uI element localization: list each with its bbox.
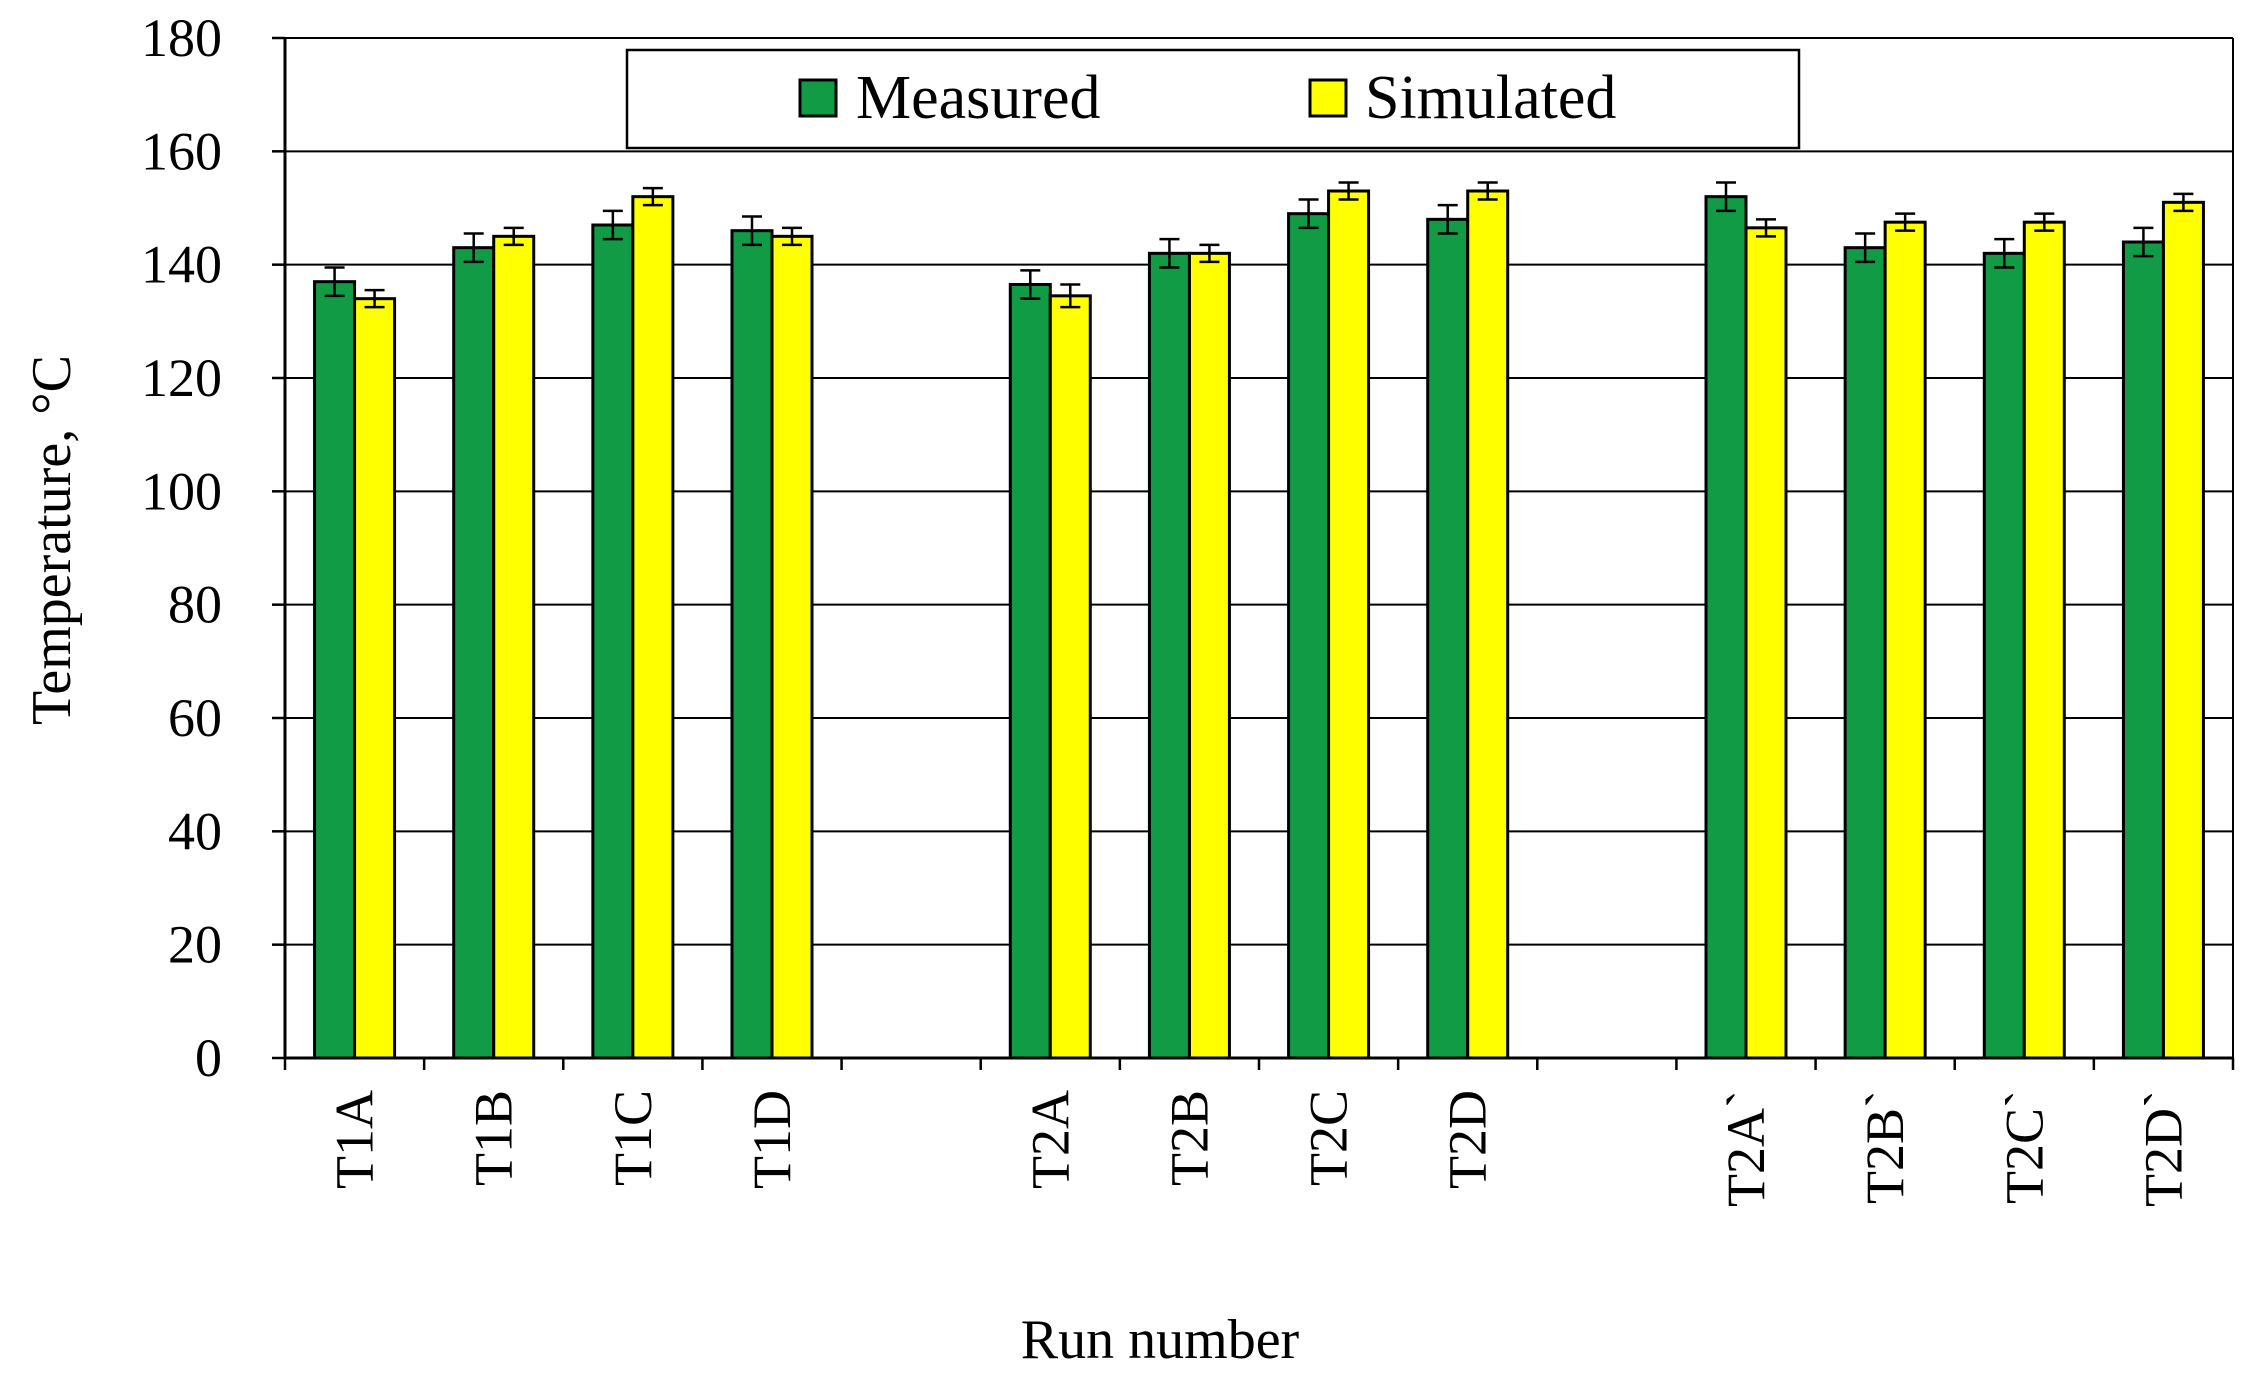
- gridlines: [285, 37, 2233, 946]
- y-tick-label: 60: [168, 688, 222, 748]
- bar-simulated-T2B`: [1883, 220, 1927, 1060]
- x-tick-label: T2B`: [1855, 1090, 1915, 1204]
- bar-measured-T1A: [313, 280, 357, 1060]
- error-bar: [642, 186, 663, 207]
- legend-swatch-measured: [798, 78, 838, 118]
- error-bar: [1477, 181, 1498, 201]
- error-bar: [463, 232, 484, 264]
- x-tick-label: T2D: [1438, 1090, 1498, 1189]
- bar-simulated-T2C: [1327, 189, 1371, 1060]
- x-tick-label: T2C: [1299, 1090, 1359, 1186]
- bar-simulated-T1C: [631, 195, 675, 1060]
- y-tick-label: 120: [141, 348, 222, 408]
- error-bar: [1298, 198, 1319, 230]
- bar-measured-T2A`: [1704, 195, 1748, 1060]
- bar-measured-T2B: [1147, 251, 1191, 1060]
- bar-simulated-T2A: [1048, 294, 1092, 1060]
- bar-measured-T1C: [591, 223, 635, 1060]
- x-tick-label: T2C`: [1994, 1090, 2054, 1204]
- bar-simulated-T2D: [1466, 189, 1510, 1060]
- axes: [283, 37, 2235, 1070]
- bar-simulated-T2D`: [2161, 200, 2205, 1060]
- bar-simulated-T2C`: [2022, 220, 2066, 1060]
- y-tick-labels: 0 20 40 60 80 100 120 140 160 180: [141, 8, 285, 1088]
- y-tick-label: 180: [141, 8, 222, 68]
- error-bar: [1020, 269, 1041, 300]
- y-tick-label: 40: [168, 801, 222, 861]
- bar-simulated-T2B: [1187, 251, 1231, 1060]
- y-tick-label: 140: [141, 235, 222, 295]
- legend-label-simulated: Simulated: [1365, 64, 1616, 132]
- bar-measured-T1B: [452, 246, 496, 1060]
- y-tick-label: 80: [168, 575, 222, 635]
- x-tick-labels: T1A T1B T1C T1D T2A T2B T2C T2D T2A` T2B` T2C` T2D`: [325, 1090, 2194, 1207]
- error-bar: [1159, 237, 1180, 269]
- error-bar: [1199, 243, 1220, 264]
- bar-measured-T2A: [1008, 283, 1052, 1060]
- error-bar: [1756, 218, 1776, 238]
- error-bar: [324, 266, 345, 298]
- error-bar: [602, 209, 623, 241]
- bar-measured-T2D`: [2121, 240, 2165, 1060]
- error-bar: [2034, 212, 2055, 232]
- legend-swatch-simulated: [1308, 78, 1348, 118]
- bar-measured-T1D: [730, 229, 774, 1060]
- x-tick-label: T2B: [1159, 1090, 1219, 1186]
- y-tick-label: 20: [168, 915, 222, 975]
- bar-measured-T2B`: [1843, 246, 1887, 1060]
- x-tick-label: T2A`: [1716, 1090, 1776, 1207]
- x-tick-label: T1C: [603, 1090, 663, 1186]
- bar-measured-T2C: [1287, 212, 1331, 1060]
- error-bar: [1994, 237, 2015, 269]
- error-bar: [742, 215, 762, 247]
- x-tick-label: T1D: [742, 1090, 802, 1189]
- x-tick-label: T2A: [1020, 1090, 1080, 1189]
- y-axis-label: Temperature, °C: [21, 355, 83, 725]
- error-bar: [1060, 283, 1081, 309]
- error-bar: [1895, 212, 1916, 232]
- bars: [313, 181, 2205, 1060]
- error-bar: [1338, 181, 1359, 201]
- error-bar: [782, 226, 802, 247]
- error-bar: [2133, 226, 2154, 258]
- error-bar: [1855, 232, 1876, 264]
- bar-simulated-T1A: [353, 297, 397, 1060]
- x-tick-label: T1B: [464, 1090, 524, 1186]
- y-tick-label: 0: [195, 1028, 222, 1088]
- x-tick-label: T2D`: [2133, 1090, 2193, 1207]
- bar-simulated-T1B: [492, 234, 536, 1060]
- legend: Measured Simulated: [625, 48, 1801, 150]
- bar-simulated-T2A`: [1744, 226, 1788, 1060]
- x-axis-label: Run number: [1021, 1309, 1300, 1371]
- x-tick-label: T1A: [325, 1090, 385, 1189]
- bar-simulated-T1D: [770, 234, 814, 1060]
- error-bar: [2173, 192, 2194, 213]
- y-tick-label: 100: [141, 461, 222, 521]
- bar-measured-T2C`: [1982, 251, 2026, 1060]
- y-tick-label: 160: [141, 121, 222, 181]
- error-bar: [1716, 181, 1736, 213]
- error-bar: [1437, 203, 1458, 235]
- bar-measured-T2D: [1426, 217, 1470, 1060]
- error-bar: [503, 226, 524, 247]
- error-bar: [364, 288, 385, 309]
- legend-label-measured: Measured: [856, 64, 1100, 132]
